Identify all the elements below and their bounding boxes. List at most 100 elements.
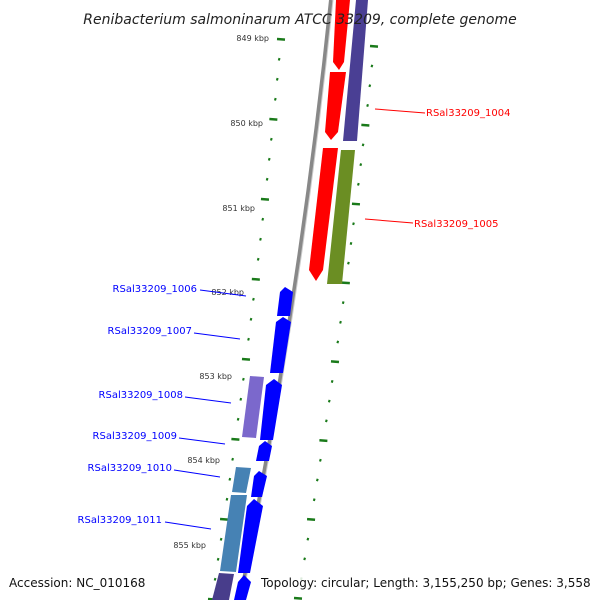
- gene-feature-reverse[interactable]: [238, 499, 263, 573]
- footer-bg: [258, 572, 600, 592]
- accession-text: Accession: NC_010168: [9, 576, 145, 590]
- tick-mark: [275, 77, 279, 81]
- tick-mark: [369, 44, 379, 48]
- tick-mark: [259, 237, 262, 241]
- tick-mark: [341, 281, 350, 285]
- gene-feature-reverse[interactable]: [251, 471, 267, 497]
- tick-mark: [225, 497, 229, 501]
- tick-mark: [231, 457, 234, 461]
- tick-mark: [269, 137, 273, 141]
- gene-label[interactable]: RSal33209_1011: [78, 515, 162, 526]
- leader-line: [178, 437, 226, 445]
- tick-mark: [256, 257, 260, 261]
- tick-mark: [361, 123, 370, 127]
- tick-mark: [249, 317, 253, 321]
- tick-mark: [315, 478, 319, 482]
- gene-label[interactable]: RSal33209_1010: [88, 463, 172, 474]
- tick-mark: [241, 357, 251, 361]
- tick-mark: [267, 157, 271, 161]
- tick-mark: [251, 277, 260, 281]
- tick-mark: [319, 458, 322, 462]
- tick-mark: [366, 103, 369, 107]
- gene-feature-reverse[interactable]: [234, 575, 251, 600]
- tick-mark: [339, 320, 342, 324]
- gene-feature-forward[interactable]: [327, 150, 355, 284]
- scale-label: 850 kbp: [230, 119, 263, 128]
- tick-mark: [261, 217, 265, 221]
- tick-mark: [242, 377, 245, 381]
- tick-mark: [368, 84, 372, 88]
- gene-feature-forward[interactable]: [325, 72, 346, 140]
- tick-mark: [324, 419, 328, 423]
- scale-label: 852 kbp: [211, 288, 244, 297]
- tick-mark: [293, 596, 303, 600]
- tick-mark: [351, 202, 361, 206]
- tick-mark: [236, 417, 240, 421]
- gene-feature-forward[interactable]: [309, 148, 338, 281]
- tick-mark: [276, 37, 286, 41]
- scale-label: 851 kbp: [222, 204, 255, 213]
- tick-mark: [312, 498, 316, 502]
- tick-mark: [359, 163, 363, 167]
- tick-mark: [306, 517, 316, 521]
- tick-mark: [336, 340, 340, 344]
- tick-mark: [252, 297, 255, 301]
- gene-feature-reverse[interactable]: [260, 379, 282, 440]
- leader-line: [199, 289, 247, 297]
- scale-label: 849 kbp: [236, 34, 269, 43]
- gene-feature-reverse[interactable]: [270, 317, 291, 373]
- tick-mark: [347, 261, 350, 265]
- tick-mark: [265, 177, 269, 181]
- tick-mark: [260, 197, 270, 201]
- gene-label[interactable]: RSal33209_1009: [93, 431, 177, 442]
- tick-mark: [357, 182, 360, 186]
- tick-mark: [306, 537, 310, 541]
- tick-mark: [269, 117, 278, 121]
- leader-line: [164, 521, 212, 530]
- tick-mark: [231, 437, 240, 441]
- tick-mark: [303, 557, 306, 561]
- gene-feature-reverse[interactable]: [256, 441, 272, 461]
- tick-mark: [352, 222, 355, 226]
- tick-mark: [216, 557, 220, 561]
- gene-feature-reverse[interactable]: [220, 495, 247, 572]
- gene-label[interactable]: RSal33209_1006: [113, 284, 197, 295]
- tick-mark: [349, 241, 353, 245]
- gene-feature-forward[interactable]: [343, 0, 368, 141]
- tick-mark: [330, 360, 340, 364]
- leader-line: [374, 108, 426, 114]
- genome-stats-text: Topology: circular; Length: 3,155,250 bp…: [260, 576, 591, 590]
- tick-mark: [277, 57, 281, 61]
- gene-feature-reverse[interactable]: [232, 467, 251, 493]
- tick-mark: [361, 143, 365, 147]
- leader-line: [364, 218, 414, 224]
- gene-label[interactable]: RSal33209_1005: [414, 219, 498, 230]
- tick-mark: [327, 399, 331, 403]
- gene-label[interactable]: RSal33209_1004: [426, 108, 510, 119]
- gene-feature-reverse[interactable]: [242, 376, 264, 438]
- tick-mark: [228, 477, 232, 481]
- tick-mark: [330, 379, 334, 383]
- gene-feature-reverse[interactable]: [212, 573, 234, 600]
- gene-label[interactable]: RSal33209_1008: [99, 390, 183, 401]
- leader-line: [193, 332, 241, 340]
- gene-feature-forward[interactable]: [333, 0, 350, 70]
- gene-label[interactable]: RSal33209_1007: [108, 326, 192, 337]
- tick-mark: [247, 337, 250, 341]
- map-title: Renibacterium salmoninarum ATCC 33209, c…: [83, 12, 516, 28]
- scale-label: 855 kbp: [173, 541, 206, 550]
- tick-mark: [341, 301, 345, 305]
- scale-label: 854 kbp: [187, 456, 220, 465]
- gene-feature-reverse[interactable]: [277, 287, 293, 316]
- scale-label: 853 kbp: [199, 372, 232, 381]
- tick-mark: [239, 397, 243, 401]
- leader-line: [173, 469, 221, 478]
- tick-mark: [213, 577, 217, 581]
- leader-line: [184, 396, 232, 404]
- tick-mark: [219, 537, 223, 541]
- tick-mark: [219, 517, 229, 521]
- tick-mark: [273, 97, 277, 101]
- tick-mark: [319, 439, 328, 443]
